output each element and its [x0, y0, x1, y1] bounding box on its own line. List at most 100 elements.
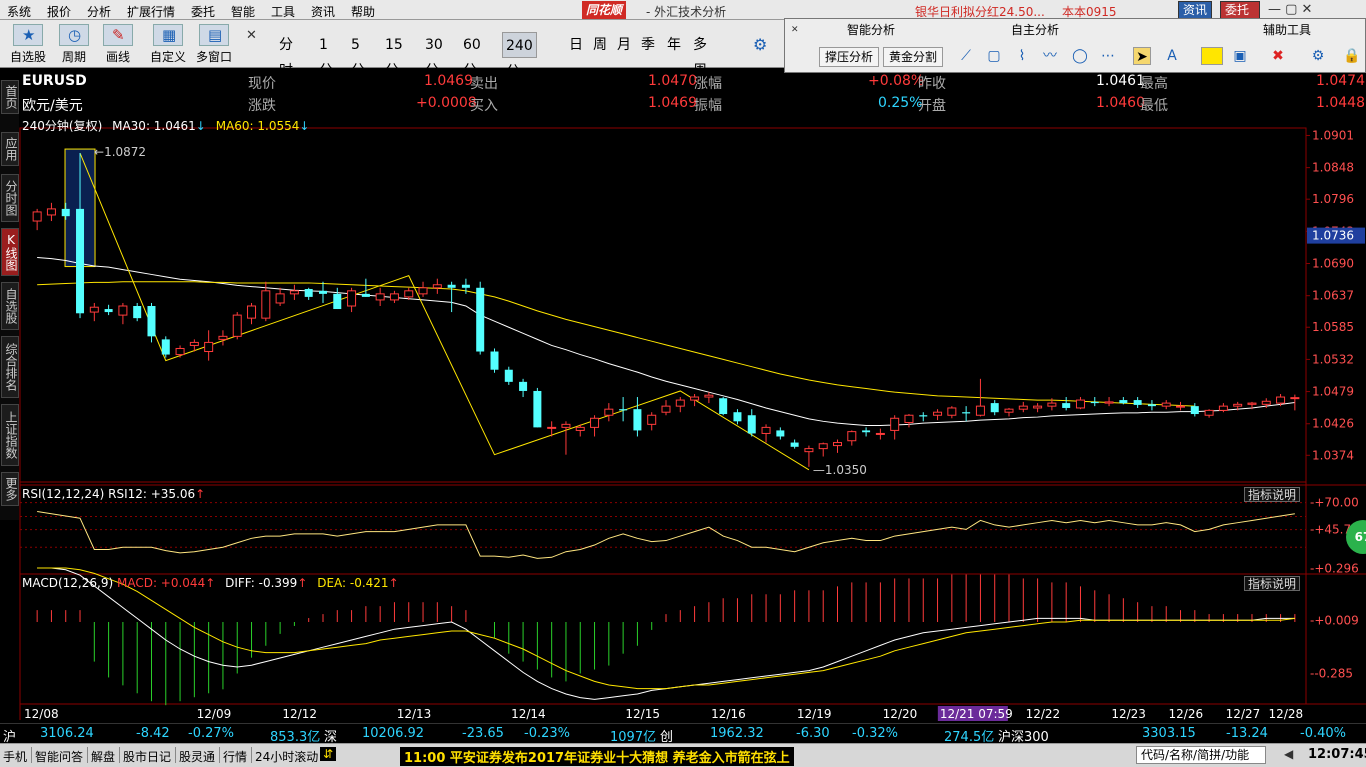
menu-tools[interactable]: 工具 [271, 5, 296, 19]
period-quarter[interactable]: 季 [641, 37, 655, 53]
candle-body-up [947, 407, 957, 416]
menu-extended[interactable]: 扩展行情 [127, 5, 176, 19]
sidebar-home[interactable]: 首页 [1, 80, 19, 114]
status-24h[interactable]: 24小时滚动 [255, 750, 319, 764]
star-icon: ★ [13, 24, 43, 46]
menu-help[interactable]: 帮助 [351, 5, 376, 19]
sidebar-more[interactable]: 更多 [1, 472, 19, 506]
period-day[interactable]: 日 [569, 37, 583, 53]
sidebar-watchlist[interactable]: 自选股 [1, 282, 19, 330]
support-resistance-button[interactable]: 撑压分析 [819, 47, 880, 67]
period-5m[interactable]: 5分 [351, 37, 365, 79]
top-ticker-2[interactable]: 本本0915 [1062, 5, 1117, 19]
rsi-badge[interactable]: 67 [1346, 520, 1366, 554]
status-bar: 手机 智能问答 解盘 股市日记 股灵通 行情 24小时滚动 ⇵ 11:00 平安… [0, 743, 1366, 767]
sidebar-ranking[interactable]: 综合排名 [1, 336, 19, 398]
panel-gear-icon[interactable]: ⚙ [1311, 48, 1325, 64]
menu-analysis[interactable]: 分析 [87, 5, 112, 19]
date-tick-label: 12/08 [24, 707, 59, 721]
panel-close-icon[interactable]: ✕ [791, 25, 799, 35]
date-tick-label: 12/19 [797, 707, 832, 721]
candle-body-down [733, 412, 742, 422]
window-controls[interactable]: — ▢ ✕ [1268, 2, 1313, 17]
status-mobile[interactable]: 手机 [3, 750, 28, 764]
sidebar-timechart[interactable]: 分时图 [1, 174, 19, 222]
menu-quote[interactable]: 报价 [47, 5, 72, 19]
macd-indicator-help-button[interactable]: 指标说明 [1244, 576, 1300, 591]
candle-body-up [289, 290, 299, 295]
menu-trade[interactable]: 委托 [191, 5, 216, 19]
status-quote[interactable]: 行情 [223, 750, 248, 764]
menu-smart[interactable]: 智能 [231, 5, 256, 19]
settings-gear-icon[interactable]: ⚙ [753, 35, 768, 54]
bookmark-icon[interactable]: ▣ [1233, 48, 1247, 64]
period-15m[interactable]: 15分 [385, 37, 403, 79]
close-icon[interactable]: ✕ [246, 28, 257, 43]
current-price-label: 1.0736 [1312, 229, 1354, 243]
menu-system[interactable]: 系统 [7, 5, 32, 19]
period-tool[interactable]: ◷ 周期 [56, 24, 92, 64]
status-qa[interactable]: 智能问答 [35, 750, 84, 764]
candle-body-down [490, 351, 499, 370]
sh-pct: -0.27% [188, 726, 234, 741]
cursor-icon[interactable]: ➤ [1133, 47, 1151, 65]
menu-news[interactable]: 资讯 [311, 5, 336, 19]
candle-body-up [804, 448, 814, 453]
sidebar-kline[interactable]: K线图 [1, 228, 19, 276]
custom-tool[interactable]: ▦ 自定义 [148, 24, 188, 64]
period-240m[interactable]: 240分钟 [502, 32, 537, 106]
period-multi[interactable]: 多周期 [693, 37, 707, 105]
status-ling[interactable]: 股灵通 [179, 750, 216, 764]
legend-diff: DIFF: -0.399 [225, 576, 298, 590]
polyline-tool-icon[interactable]: ⌇ [1018, 48, 1026, 64]
watchlist-tool[interactable]: ★ 自选股 [8, 24, 48, 64]
lock-icon[interactable]: 🔒 [1343, 48, 1361, 64]
sidebar-shindex[interactable]: 上证指数 [1, 404, 19, 466]
rsi-line [37, 511, 1295, 559]
period-year[interactable]: 年 [667, 37, 681, 53]
news-button[interactable]: 资讯 [1178, 1, 1213, 19]
candle-body-up [389, 293, 399, 301]
period-60m[interactable]: 60分 [463, 37, 481, 79]
rect-tool-icon[interactable]: ▢ [987, 48, 1001, 64]
delete-icon[interactable]: ✖ [1272, 48, 1284, 64]
period-tick[interactable]: 分时 [279, 37, 293, 79]
period-month[interactable]: 月 [617, 37, 631, 53]
text-tool-icon[interactable]: A [1167, 48, 1177, 64]
candle-body-up [647, 414, 657, 425]
dea-up-arrow-icon: ↑ [388, 576, 399, 590]
hs300-label: 沪深300 [998, 730, 1049, 745]
candle-body-down [1147, 404, 1156, 407]
line-tool-icon[interactable]: ⟋ [961, 48, 971, 64]
candle-body-up [432, 284, 442, 289]
draw-tool[interactable]: ✎ 画线 [100, 24, 136, 64]
value-amplitude: 0.25% [878, 95, 923, 111]
sidebar-apps[interactable]: 应用 [1, 132, 19, 166]
color-swatch-icon[interactable] [1201, 47, 1223, 65]
period-30m[interactable]: 30分 [425, 37, 443, 79]
top-ticker[interactable]: 银华日利拟分红24.50... [915, 5, 1045, 19]
period-week[interactable]: 周 [593, 37, 607, 53]
macd-tick-label: -+0.296 [1310, 562, 1359, 576]
period-1m[interactable]: 1分 [319, 37, 333, 79]
app-logo: 同花顺 [582, 1, 627, 19]
expand-icon[interactable]: ◀ [1284, 747, 1294, 761]
wave-tool-icon[interactable]: 〰 [1043, 48, 1057, 64]
status-analysis[interactable]: 解盘 [91, 750, 116, 764]
candle-body-up [1276, 396, 1286, 404]
candle-body-up [32, 211, 42, 222]
candle-body-down [962, 412, 971, 414]
sh-value: 3106.24 [40, 726, 94, 741]
code-search-input[interactable]: 代码/名称/简拼/功能 [1136, 746, 1266, 764]
multiwindow-tool[interactable]: ▤ 多窗口 [194, 24, 234, 64]
candle-body-up [975, 405, 985, 416]
rsi-indicator-help-button[interactable]: 指标说明 [1244, 487, 1300, 502]
sz-value: 10206.92 [362, 726, 425, 741]
more-tools-icon[interactable]: ⋯ [1101, 48, 1115, 64]
status-diary[interactable]: 股市日记 [123, 750, 172, 764]
circle-tool-icon[interactable]: ◯ [1072, 48, 1088, 64]
golden-section-button[interactable]: 黄金分割 [883, 47, 944, 67]
price-tick-label: 1.0426 [1312, 417, 1354, 431]
news-ticker[interactable]: 11:00 平安证券发布2017年证券业十大猜想 养老金入市箭在弦上 [400, 747, 794, 766]
